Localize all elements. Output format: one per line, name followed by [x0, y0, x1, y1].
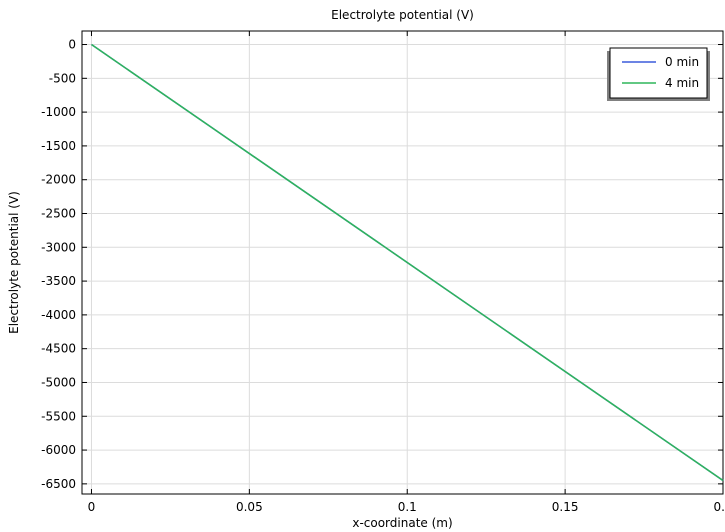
y-tick-label: 0 — [68, 38, 76, 52]
y-tick-label: -4000 — [41, 308, 76, 322]
legend-label: 4 min — [665, 76, 699, 90]
y-tick-label: -4500 — [41, 342, 76, 356]
series-line-1 — [91, 43, 724, 482]
chart-title: Electrolyte potential (V) — [331, 8, 474, 22]
y-tick-label: -1000 — [41, 105, 76, 119]
x-tick-label: 0.2 — [713, 500, 725, 514]
y-tick-label: -3500 — [41, 274, 76, 288]
x-tick-label: 0.1 — [398, 500, 417, 514]
legend-box — [609, 47, 708, 99]
y-axis-label: Electrolyte potential (V) — [7, 191, 21, 334]
axis-ticks: 0 0.05 0.1 0.15 0.2 0 -500 -1000 -1500 -2000 -2500… — [41, 31, 725, 514]
y-tick-label: -1500 — [41, 139, 76, 153]
x-axis-label: x-coordinate (m) — [352, 516, 452, 530]
series-lines — [91, 43, 724, 482]
y-tick-label: -500 — [49, 71, 76, 85]
x-tick-label: 0.05 — [236, 500, 263, 514]
y-tick-label: -3000 — [41, 240, 76, 254]
x-tick-label: 0.15 — [552, 500, 579, 514]
x-tick-label: 0 — [88, 500, 96, 514]
y-tick-label: -5500 — [41, 409, 76, 423]
y-tick-label: -5000 — [41, 375, 76, 389]
legend-label: 0 min — [665, 55, 699, 69]
legend-items: 0 min 4 min — [622, 55, 699, 90]
plot-frame — [81, 30, 724, 495]
y-tick-label: -2500 — [41, 206, 76, 220]
y-tick-label: -2000 — [41, 173, 76, 187]
y-tick-label: -6000 — [41, 443, 76, 457]
y-tick-label: -6500 — [41, 477, 76, 491]
legend: 0 min 4 min — [607, 47, 710, 101]
